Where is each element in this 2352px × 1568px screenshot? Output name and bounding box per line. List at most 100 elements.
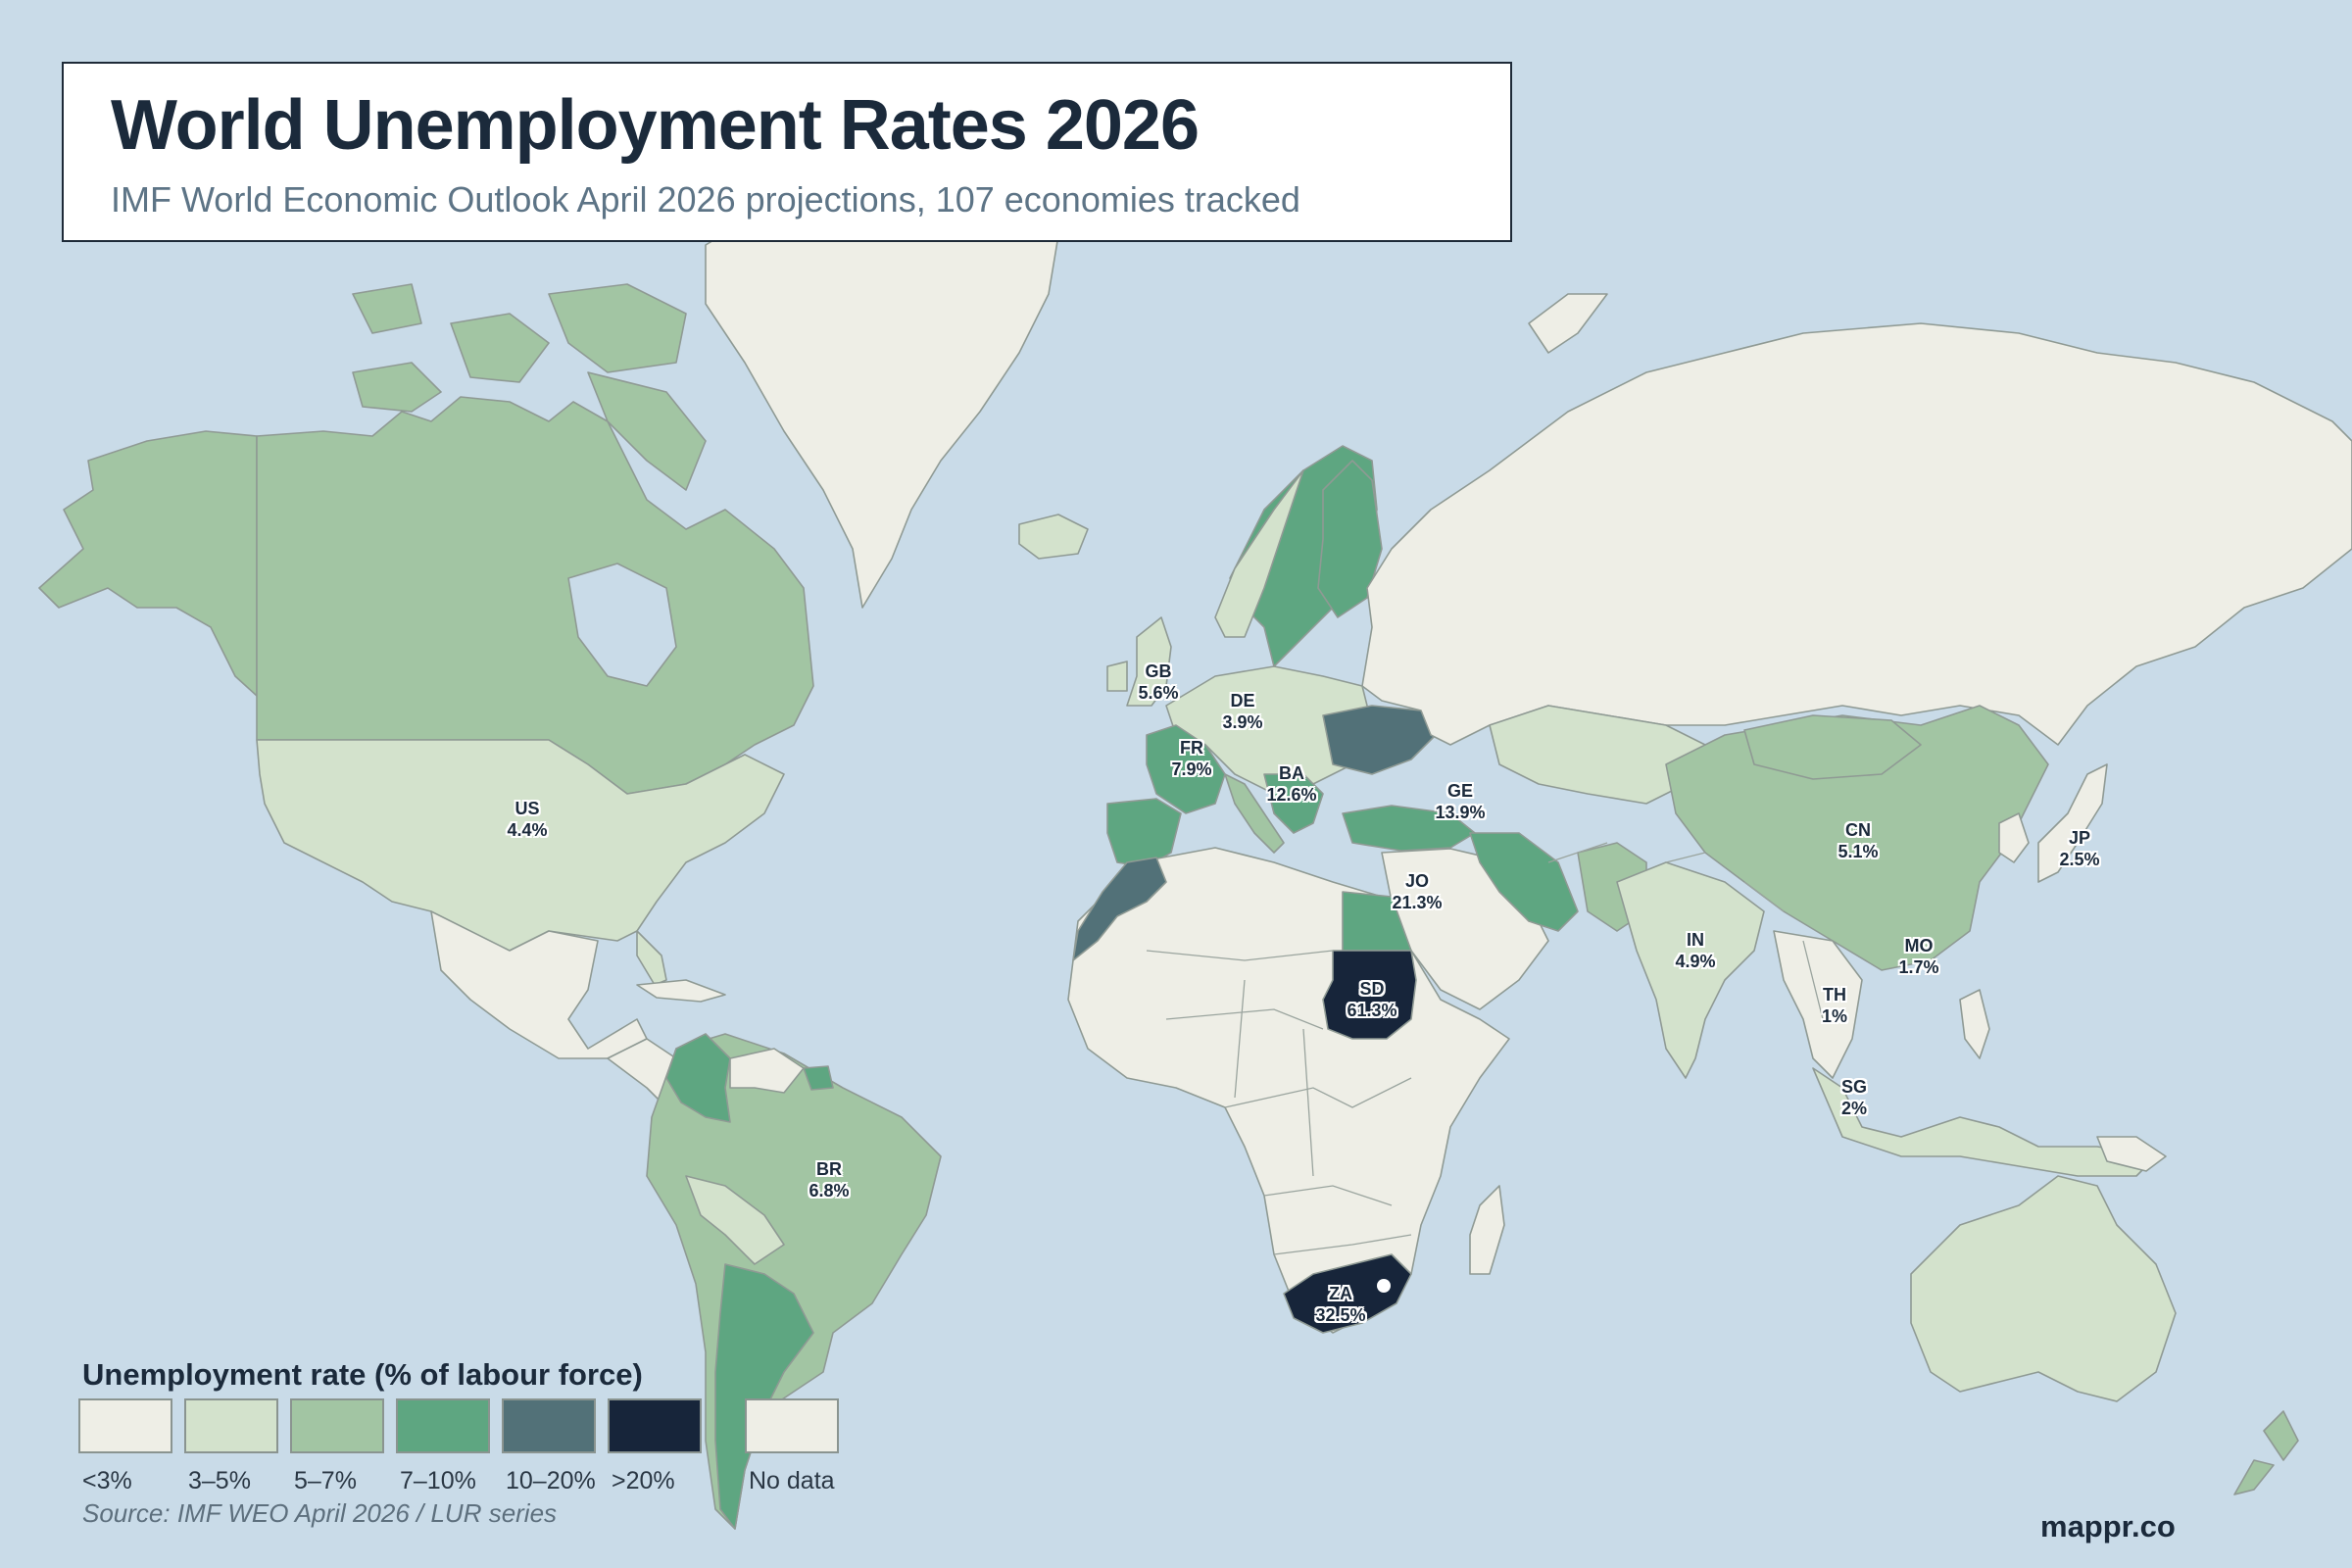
mongolia[interactable] [1743, 714, 1922, 780]
legend-swatch-no-data [745, 1398, 839, 1453]
se-asia[interactable] [1773, 930, 1863, 1079]
map-title: World Unemployment Rates 2026 [111, 86, 1200, 165]
cuba [636, 979, 726, 1003]
country-code: MO [1904, 936, 1934, 956]
legend-label-5-7: 5–7% [294, 1467, 357, 1494]
italy[interactable] [1224, 773, 1285, 854]
philippines [1959, 989, 1990, 1059]
country-value: 2.5% [2059, 850, 2100, 869]
legend-label-7-10: 7–10% [400, 1467, 476, 1494]
country-label-ba: BA 12.6% [1266, 762, 1316, 806]
country-value: 5.1% [1838, 842, 1879, 861]
country-code: GE [1446, 781, 1474, 801]
africa-borders [1146, 950, 1412, 1255]
legend-label-gt20: >20% [612, 1467, 675, 1494]
south-africa[interactable] [1283, 1253, 1412, 1334]
country-label-sg: SG 2% [1841, 1076, 1867, 1119]
country-value: 6.8% [808, 1181, 850, 1200]
country-label-de: DE 3.9% [1222, 690, 1262, 733]
korea[interactable] [1998, 812, 2030, 863]
balkans[interactable] [1263, 773, 1324, 834]
suriname[interactable] [803, 1065, 834, 1091]
country-code: SD [1359, 979, 1385, 999]
new-zealand[interactable] [2233, 1410, 2299, 1495]
country-label-jp: JP 2.5% [2059, 827, 2099, 870]
usa[interactable] [256, 739, 785, 952]
country-code: IN [1687, 930, 1704, 950]
country-code: DE [1230, 691, 1255, 710]
country-label-th: TH 1% [1822, 984, 1847, 1027]
country-value: 1.7% [1898, 957, 1939, 977]
country-label-in: IN 4.9% [1675, 929, 1715, 972]
country-label-mo: MO 1.7% [1898, 935, 1938, 978]
title-panel: World Unemployment Rates 2026 IMF World … [62, 62, 1512, 242]
norway[interactable] [1214, 469, 1304, 638]
hudson-bay [567, 563, 677, 687]
venezuela[interactable] [729, 1048, 805, 1094]
australia[interactable] [1910, 1175, 2177, 1402]
country-value: 4.4% [507, 820, 548, 840]
lesotho [1377, 1279, 1391, 1293]
country-value: 32.5% [1315, 1305, 1366, 1325]
country-value: 61.3% [1347, 1001, 1397, 1020]
india[interactable] [1616, 861, 1765, 1079]
asia-borders [1547, 842, 1824, 1020]
country-label-ge: GE 13.9% [1435, 780, 1485, 823]
papua-new-guinea [2096, 1136, 2167, 1172]
country-code: CN [1845, 820, 1871, 840]
novaya-zemlya [1528, 293, 1608, 354]
country-label-gb: GB 5.6% [1138, 661, 1178, 704]
country-value: 4.9% [1675, 952, 1716, 971]
legend-title: Unemployment rate (% of labour force) [82, 1357, 643, 1392]
country-value: 13.9% [1435, 803, 1486, 822]
map-subtitle: IMF World Economic Outlook April 2026 pr… [111, 179, 1300, 220]
madagascar[interactable] [1469, 1185, 1505, 1275]
morocco[interactable] [1072, 857, 1167, 961]
mexico[interactable] [430, 910, 648, 1059]
alaska[interactable] [38, 430, 258, 697]
country-code: US [514, 799, 540, 818]
brand-logo[interactable]: mappr.co [2040, 1509, 2176, 1544]
iran[interactable] [1469, 832, 1579, 932]
legend-swatch-3-5 [184, 1398, 278, 1453]
peru-bolivia[interactable] [685, 1175, 785, 1265]
legend-swatch-7-10 [396, 1398, 490, 1453]
argentina[interactable] [714, 1263, 814, 1530]
legend-swatch-gt20 [608, 1398, 702, 1453]
legend-label-10-20: 10–20% [506, 1467, 596, 1494]
country-code: TH [1822, 985, 1846, 1004]
colombia[interactable] [665, 1033, 731, 1123]
country-code: ZA [1328, 1284, 1352, 1303]
country-value: 2% [1840, 1099, 1868, 1118]
legend-label-lt3: <3% [82, 1467, 132, 1494]
country-code: BR [816, 1159, 842, 1179]
country-label-cn: CN 5.1% [1838, 819, 1878, 862]
legend-swatch-5-7 [290, 1398, 384, 1453]
country-value: 1% [1821, 1006, 1848, 1026]
country-code: JP [2068, 828, 2091, 848]
legend-swatch-10-20 [502, 1398, 596, 1453]
country-value: 12.6% [1266, 785, 1317, 805]
country-label-fr: FR 7.9% [1171, 737, 1211, 780]
finland[interactable] [1317, 460, 1383, 618]
sudan[interactable] [1322, 950, 1417, 1040]
country-value: 21.3% [1392, 893, 1443, 912]
source-note: Source: IMF WEO April 2026 / LUR series [82, 1498, 558, 1528]
uk[interactable] [1126, 616, 1172, 707]
country-label-sd: SD 61.3% [1347, 978, 1396, 1021]
country-value: 5.6% [1138, 683, 1179, 703]
country-value: 7.9% [1171, 760, 1212, 779]
japan[interactable] [2037, 763, 2108, 883]
country-label-br: BR 6.8% [808, 1158, 849, 1201]
ukraine[interactable] [1322, 705, 1437, 775]
country-code: GB [1145, 662, 1172, 681]
country-code: BA [1278, 763, 1304, 783]
france[interactable] [1146, 724, 1226, 814]
legend-label-no-data: No data [749, 1467, 835, 1494]
turkey[interactable] [1342, 805, 1476, 852]
country-code: JO [1404, 871, 1430, 891]
country-value: 3.9% [1222, 712, 1263, 732]
country-label-za: ZA 32.5% [1315, 1283, 1365, 1326]
country-label-us: US 4.4% [507, 798, 547, 841]
country-code: FR [1180, 738, 1203, 758]
